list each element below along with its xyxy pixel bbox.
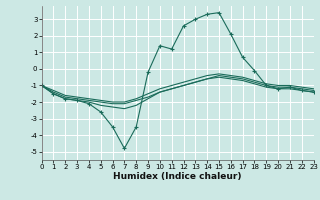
X-axis label: Humidex (Indice chaleur): Humidex (Indice chaleur) (113, 172, 242, 181)
